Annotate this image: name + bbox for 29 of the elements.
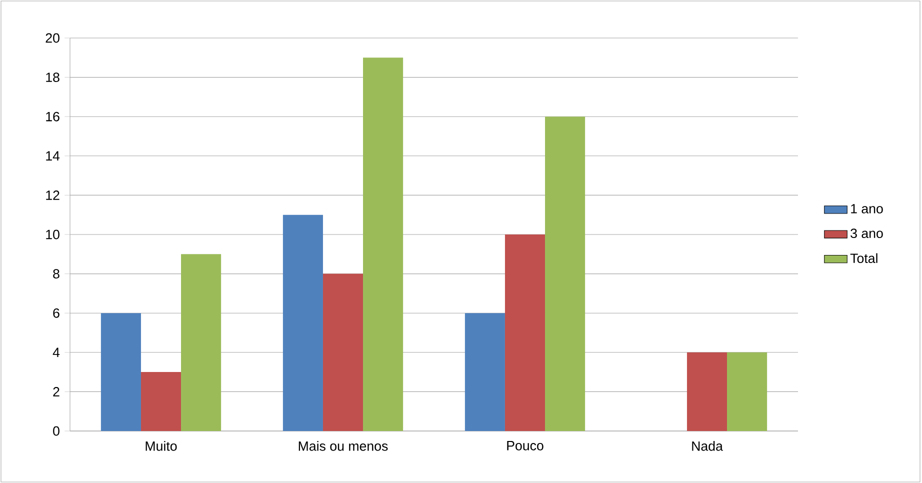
y-tick-label: 20 [46,33,60,43]
y-tick-label: 2 [53,387,60,396]
x-tick-label: Muito [146,441,177,451]
legend-label: Total [850,253,878,264]
y-tick-label: 0 [53,426,60,436]
legend-label: 3 ano [850,228,883,238]
y-tick-label: 4 [52,348,60,357]
bar [545,116,586,431]
bar [504,234,546,431]
bar [686,352,728,431]
bar [140,372,182,431]
bar [100,313,141,431]
y-tick-label: 14 [46,151,60,160]
y-tick-label: 18 [46,72,60,82]
bar [464,313,505,431]
bar [282,214,323,431]
y-tick-label: 10 [46,230,60,240]
bar [181,254,222,431]
y-tick-label: 12 [46,190,60,200]
bar [322,274,364,431]
y-tick-label: 16 [46,112,60,122]
legend-label: 1 ano [851,204,883,214]
x-tick-label: Mais ou menos [298,441,388,451]
y-tick-label: 8 [53,269,60,279]
x-tick-label: Nada [692,441,723,451]
bar [727,352,768,431]
y-tick-label: 6 [53,308,60,318]
x-tick-label: Pouco [507,441,544,450]
bar [363,58,404,431]
